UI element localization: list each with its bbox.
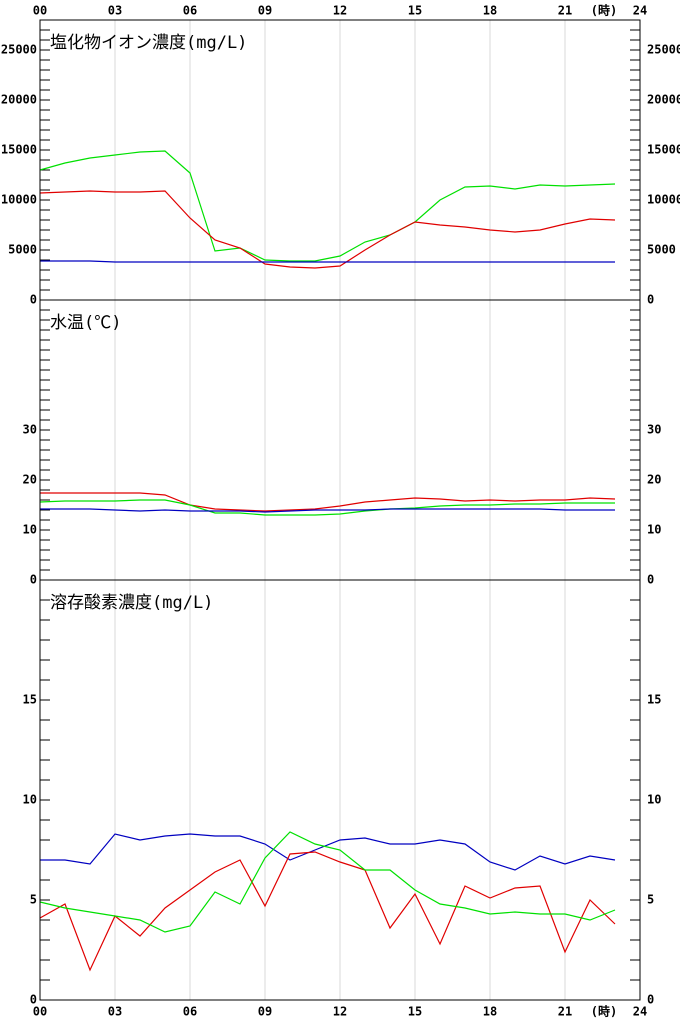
y-tick-label: 10	[23, 793, 37, 807]
x-tick-label: 18	[483, 1005, 497, 1019]
y-tick-label: 5	[30, 893, 37, 907]
x-unit-label: (時)	[591, 1004, 617, 1019]
series-line	[39, 150, 616, 262]
y-tick-label: 20	[23, 473, 37, 487]
x-unit-label: (時)	[591, 3, 617, 18]
y-tick-label: 25000	[1, 43, 37, 57]
series-line	[40, 260, 615, 263]
y-tick-label: 10	[647, 793, 661, 807]
y-tick-label: 10000	[647, 193, 680, 207]
y-tick-label: 5	[647, 893, 654, 907]
y-tick-label: 20000	[1, 93, 37, 107]
y-tick-label: 25000	[647, 43, 680, 57]
x-tick-label: 06	[183, 4, 197, 18]
y-tick-label: 30	[647, 423, 661, 437]
series-line	[40, 833, 616, 871]
y-tick-label: 20	[647, 473, 661, 487]
y-tick-label: 0	[647, 573, 654, 587]
series-line	[39, 851, 616, 972]
y-tick-label: 0	[647, 993, 654, 1007]
x-tick-label: 03	[108, 4, 122, 18]
x-tick-label: 00	[33, 1005, 47, 1019]
y-tick-label: 15000	[647, 143, 680, 157]
y-tick-label: 15000	[1, 143, 37, 157]
chart-title: 水温(℃)	[50, 313, 121, 333]
x-tick-label: 09	[258, 1005, 272, 1019]
y-tick-label: 0	[30, 993, 37, 1007]
x-tick-label: 12	[333, 1005, 347, 1019]
y-tick-label: 30	[23, 423, 37, 437]
x-tick-label: 06	[183, 1005, 197, 1019]
y-tick-label: 5000	[8, 243, 37, 257]
x-tick-label: 21	[558, 1005, 572, 1019]
y-tick-label: 15	[23, 693, 37, 707]
x-tick-label: 00	[33, 4, 47, 18]
y-tick-label: 0	[30, 573, 37, 587]
x-tick-label: 24	[633, 1005, 647, 1019]
x-tick-label: 21	[558, 4, 572, 18]
y-tick-label: 20000	[647, 93, 680, 107]
y-tick-label: 10	[647, 523, 661, 537]
series-line	[40, 492, 616, 512]
x-tick-label: 03	[108, 1005, 122, 1019]
plot-frame	[39, 579, 641, 1001]
x-tick-label: 15	[408, 4, 422, 18]
y-tick-label: 10000	[1, 193, 37, 207]
x-tick-label: 24	[633, 4, 647, 18]
x-tick-label: 12	[333, 4, 347, 18]
series-line	[39, 499, 615, 516]
series-line	[39, 831, 616, 933]
y-tick-label: 10	[23, 523, 37, 537]
y-tick-label: 15	[647, 693, 661, 707]
y-tick-label: 0	[647, 293, 654, 307]
x-tick-label: 18	[483, 4, 497, 18]
chart-title: 塩化物イオン濃度(mg/L)	[50, 33, 247, 53]
y-tick-label: 5000	[647, 243, 676, 257]
chart-title: 溶存酸素濃度(mg/L)	[50, 593, 213, 613]
x-tick-label: 15	[408, 1005, 422, 1019]
y-tick-label: 0	[30, 293, 37, 307]
x-tick-label: 09	[258, 4, 272, 18]
series-line	[39, 190, 616, 269]
series-line	[40, 508, 615, 513]
